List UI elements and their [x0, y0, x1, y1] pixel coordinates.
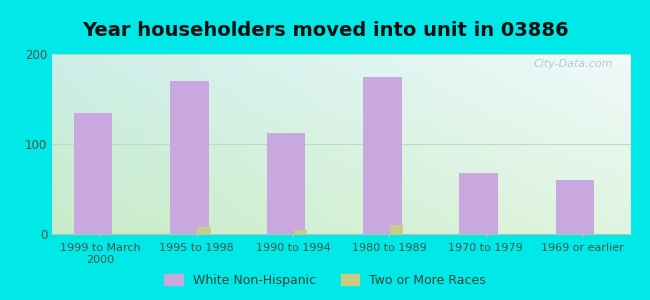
Bar — [170, 81, 209, 234]
Bar — [363, 76, 402, 234]
Legend: White Non-Hispanic, Two or More Races: White Non-Hispanic, Two or More Races — [160, 270, 490, 291]
Text: City-Data.com: City-Data.com — [534, 59, 613, 69]
Bar — [73, 112, 112, 234]
Bar — [556, 180, 594, 234]
Bar — [390, 225, 404, 234]
Bar — [294, 230, 307, 234]
Bar — [266, 133, 305, 234]
Text: Year householders moved into unit in 03886: Year householders moved into unit in 038… — [82, 21, 568, 40]
Bar — [460, 173, 498, 234]
Bar — [197, 227, 211, 234]
